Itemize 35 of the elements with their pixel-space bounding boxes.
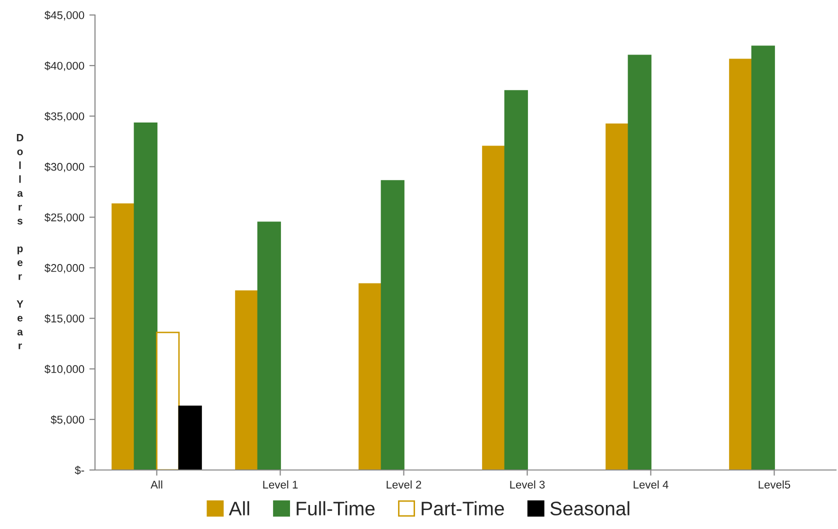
- y-tick-label: $15,000: [44, 314, 84, 324]
- legend-label: Seasonal: [550, 501, 630, 516]
- x-tick-label: All: [150, 480, 162, 488]
- y-tick-label: $20,000: [44, 264, 84, 274]
- y-tick-label: $40,000: [44, 61, 84, 72]
- y-tick-label: $25,000: [44, 213, 84, 223]
- bar: [606, 124, 630, 470]
- y-tick-label: $30,000: [44, 162, 84, 172]
- bar: [628, 54, 652, 470]
- y-tick-label: $-: [74, 466, 84, 475]
- bar: [482, 146, 506, 470]
- bar: [134, 122, 158, 470]
- bar: [358, 283, 382, 470]
- bar: [112, 203, 136, 470]
- y-tick-label: $5,000: [50, 415, 84, 425]
- legend-label: All: [228, 501, 250, 516]
- bar: [751, 46, 775, 470]
- text: Dollars per Year: [16, 134, 24, 350]
- x-tick-label: Level 4: [634, 480, 668, 489]
- y-tick-label: $35,000: [44, 112, 84, 122]
- x-tick-label: Level5: [758, 480, 790, 489]
- legend-label: Part-Time: [422, 501, 504, 516]
- bar: [178, 406, 202, 470]
- bar: [504, 90, 528, 470]
- y-tick-label: $45,000: [44, 10, 84, 20]
- bar: [257, 222, 281, 470]
- legend-label: Full-Time: [296, 501, 375, 516]
- bar: [235, 290, 259, 470]
- x-tick-label: Level 3: [510, 480, 545, 489]
- x-tick-label: Level 2: [386, 480, 422, 489]
- bar: [380, 180, 404, 470]
- y-tick-label: $10,000: [44, 364, 84, 374]
- x-tick-label: Level 1: [263, 480, 298, 489]
- bar: [156, 332, 180, 470]
- bar: [729, 58, 753, 470]
